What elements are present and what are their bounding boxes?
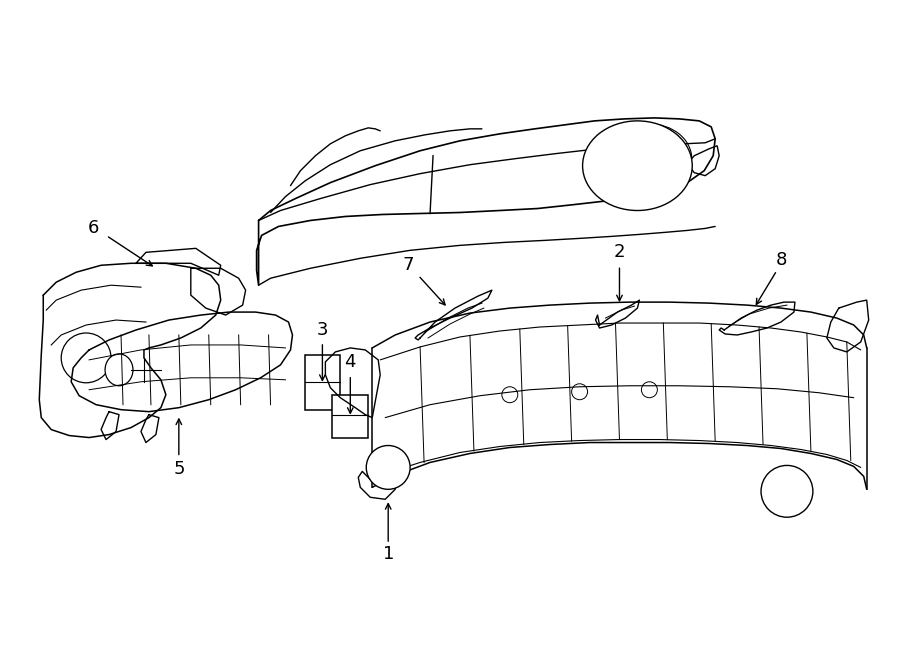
Circle shape — [761, 465, 813, 517]
Ellipse shape — [105, 354, 133, 386]
Text: 8: 8 — [775, 251, 787, 269]
Text: 1: 1 — [382, 545, 394, 563]
Text: 5: 5 — [173, 461, 184, 479]
Polygon shape — [305, 355, 340, 410]
Text: 6: 6 — [87, 219, 99, 237]
Text: 3: 3 — [317, 321, 328, 339]
Polygon shape — [332, 395, 368, 438]
Ellipse shape — [61, 333, 111, 383]
Polygon shape — [688, 146, 719, 176]
Ellipse shape — [582, 121, 692, 210]
Text: 2: 2 — [614, 243, 626, 261]
Circle shape — [366, 446, 410, 489]
Text: 7: 7 — [402, 256, 414, 274]
Circle shape — [380, 459, 396, 475]
Text: 4: 4 — [345, 353, 356, 371]
Circle shape — [572, 384, 588, 400]
Circle shape — [502, 387, 518, 403]
Circle shape — [642, 382, 657, 398]
